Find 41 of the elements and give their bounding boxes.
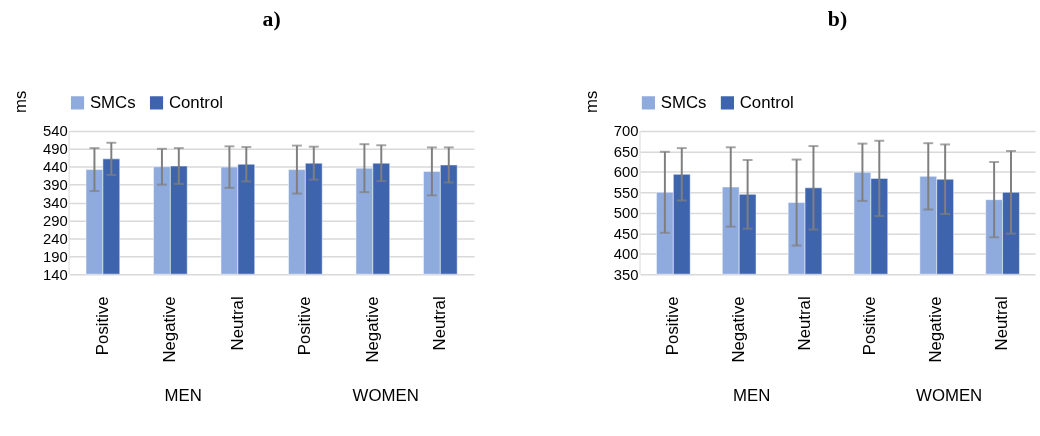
y-axis-title: ms (582, 90, 602, 113)
x-tick-label: Positive (860, 296, 880, 356)
x-tick-label: Negative (728, 296, 748, 363)
x-tick-label: Positive (92, 296, 112, 356)
legend-label: Control (168, 92, 223, 112)
legend-label: Control (739, 92, 794, 112)
x-tick-label: Negative (362, 296, 382, 363)
y-tick-label: 450 (613, 225, 639, 242)
legend-label: SMCs (89, 92, 136, 112)
y-tick-label: 490 (42, 141, 68, 158)
chart-title: a) (262, 6, 281, 31)
y-tick-label: 190 (42, 248, 68, 265)
y-tick-label: 350 (613, 266, 639, 283)
y-tick-label: 540 (42, 123, 68, 140)
x-tick-label: Neutral (992, 296, 1012, 351)
y-tick-label: 400 (613, 246, 639, 263)
y-tick-label: 390 (42, 177, 68, 194)
y-tick-label: 340 (42, 194, 68, 211)
y-tick-label: 140 (42, 266, 68, 283)
y-tick-label: 500 (613, 205, 639, 222)
y-tick-label: 240 (42, 230, 68, 247)
x-tick-label: Neutral (794, 296, 814, 351)
y-tick-label: 550 (613, 184, 639, 201)
y-tick-label: 290 (42, 212, 68, 229)
x-tick-label: Positive (295, 296, 315, 356)
text: WOMEN (916, 385, 983, 405)
text: WOMEN (352, 385, 419, 405)
text: MEN (732, 385, 771, 405)
y-tick-label: 600 (613, 164, 639, 181)
x-tick-label: Neutral (430, 296, 450, 351)
text: MEN (164, 385, 202, 405)
x-tick-label: Negative (160, 296, 180, 363)
x-tick-label: Positive (662, 296, 682, 356)
legend-label: SMCs (660, 92, 707, 112)
x-tick-label: Neutral (227, 296, 247, 351)
y-tick-label: 650 (613, 143, 639, 160)
chart-title: b) (827, 6, 848, 31)
y-tick-label: 440 (42, 159, 68, 176)
y-tick-label: 700 (613, 123, 639, 140)
x-tick-label: Negative (926, 296, 946, 363)
y-axis-title: ms (11, 90, 31, 113)
